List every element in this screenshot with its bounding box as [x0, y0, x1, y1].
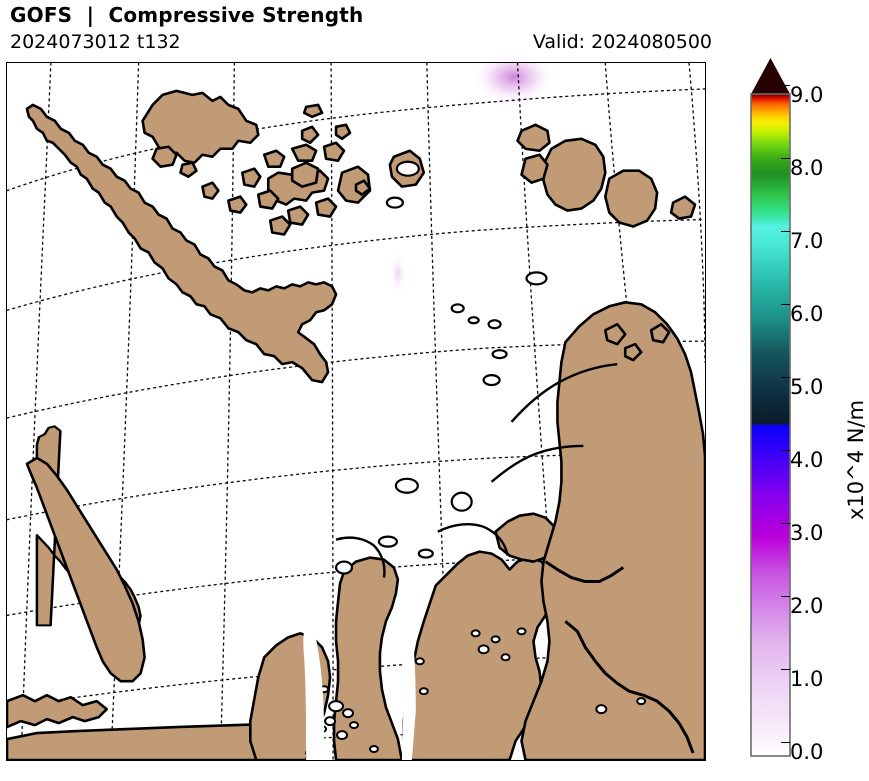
islet-outline-group [334, 160, 548, 575]
colorbar-tick-labels: 9.0 8.0 7.0 6.0 5.0 4.0 3.0 2.0 1.0 0.0 [781, 58, 850, 768]
ob-gulf [303, 621, 325, 760]
meridian-line [688, 63, 705, 363]
inland-lake [324, 716, 337, 727]
page-title: GOFS | Compressive Strength [10, 3, 364, 27]
meridian-line [426, 63, 451, 760]
data-patch-north [471, 63, 556, 105]
land-franz-josef-isl-10 [201, 181, 220, 200]
islet-outline [377, 535, 398, 548]
coastline-segment [437, 523, 509, 556]
inland-lake [418, 687, 429, 696]
data-patch-central [388, 251, 407, 296]
inland-lake [595, 704, 608, 715]
inland-lake [349, 721, 359, 730]
land-ne-fringe [564, 620, 695, 754]
land-mainland-southwest [7, 721, 308, 760]
inland-lake [342, 708, 355, 719]
land-mainland-west [7, 693, 109, 729]
islet-outline [395, 160, 420, 177]
coastline-segment [510, 362, 618, 423]
inland-lake [490, 635, 501, 644]
parallel-line [7, 653, 705, 708]
land-franz-josef-isl-5 [256, 189, 280, 210]
init-cycle-label: 2024073012 t132 [10, 31, 181, 53]
islet-outline [450, 303, 465, 314]
colorbar[interactable] [750, 58, 791, 757]
land-franz-josef-isl-7 [314, 197, 338, 218]
colorbar-tick-1: 1.0 [781, 669, 823, 690]
coastline-detail-layer [335, 362, 618, 578]
colorbar-tick-4: 4.0 [781, 450, 823, 471]
land-severnaya-zemlya-d [516, 123, 551, 153]
land-novaya-zemlya-tail [25, 456, 146, 683]
land-franz-josef-isl-3 [290, 143, 318, 163]
land-islet-b [354, 179, 372, 196]
islet-outline [450, 491, 473, 512]
islet-outline [394, 477, 419, 494]
land-sz-islet-2 [649, 322, 671, 344]
land-severnaya-zemlya-b [603, 169, 659, 228]
colorbar-tick-0: 0.0 [781, 742, 823, 763]
colorbar-tick-8: 8.0 [781, 158, 823, 179]
yenisei-gulf [401, 601, 416, 760]
valid-time-label: Valid: 2024080500 [532, 31, 712, 53]
islet-outline [467, 316, 480, 325]
land-franz-josef-isl-11 [300, 125, 320, 145]
land-franz-josef-isl-12 [334, 123, 352, 141]
gulf-layer [303, 601, 416, 760]
map-panel[interactable] [6, 62, 706, 761]
inland-lake [516, 627, 527, 636]
land-franz-josef-isl-8 [268, 215, 292, 236]
islet-outline [482, 374, 501, 387]
land-franz-josef-isl-2 [262, 149, 286, 168]
inland-lake [470, 629, 481, 638]
data-field-layer [388, 63, 556, 296]
colorbar-outline [750, 93, 791, 757]
land-franz-josef-isl-4 [322, 141, 346, 163]
colorbar-tick-7: 7.0 [781, 231, 823, 252]
inland-lake [368, 745, 379, 754]
colorbar-axis-label: x10^4 N/m [844, 399, 868, 520]
coastline-segment [490, 444, 584, 483]
land-sz-islet-3 [603, 322, 627, 346]
land-svalbard-small-1 [179, 161, 198, 178]
colorbar-tick-2: 2.0 [781, 596, 823, 617]
islet-outline [491, 349, 508, 360]
inland-lake [414, 657, 425, 666]
land-franz-josef-tan-b [290, 161, 320, 188]
islet-outline [417, 548, 434, 559]
map-canvas[interactable] [7, 63, 705, 760]
land-severnaya-zemlya-c [520, 153, 549, 184]
colorbar-gradient [751, 94, 790, 756]
colorbar-tick-6: 6.0 [781, 304, 823, 325]
colorbar-canvas[interactable] [750, 58, 791, 757]
colorbar-extend-arrow [751, 58, 790, 94]
inland-lake [477, 644, 490, 655]
land-svalbard-sw [151, 145, 178, 168]
inland-lake [328, 700, 345, 713]
land-northeast-mainland [520, 301, 705, 760]
land-ne-fringe-2 [544, 560, 625, 584]
land-sz-islet-1 [669, 195, 697, 220]
colorbar-tick-3: 3.0 [781, 523, 823, 544]
parallel-line [7, 88, 705, 192]
land-islet-a [302, 103, 324, 119]
land-severnaya-zemlya-a [542, 137, 607, 212]
header: GOFS | Compressive Strength 2024073012 t… [0, 0, 720, 60]
land-franz-josef-isl-6 [286, 205, 310, 226]
inland-lake [336, 730, 349, 741]
inland-lake [500, 653, 511, 662]
land-franz-josef-isl-9 [227, 195, 248, 214]
coastline-segment [335, 536, 386, 578]
colorbar-tick-9: 9.0 [781, 85, 823, 106]
islet-outline [385, 196, 404, 209]
land-novaya-zemlya-north [25, 103, 338, 384]
inland-lake [636, 697, 647, 706]
islet-outline [487, 319, 502, 330]
land-sz-islet-4 [623, 342, 643, 362]
land-franz-josef-isl-1 [241, 167, 262, 188]
islet-outline [334, 560, 354, 575]
colorbar-tick-5: 5.0 [781, 377, 823, 398]
islet-outline [525, 271, 548, 286]
